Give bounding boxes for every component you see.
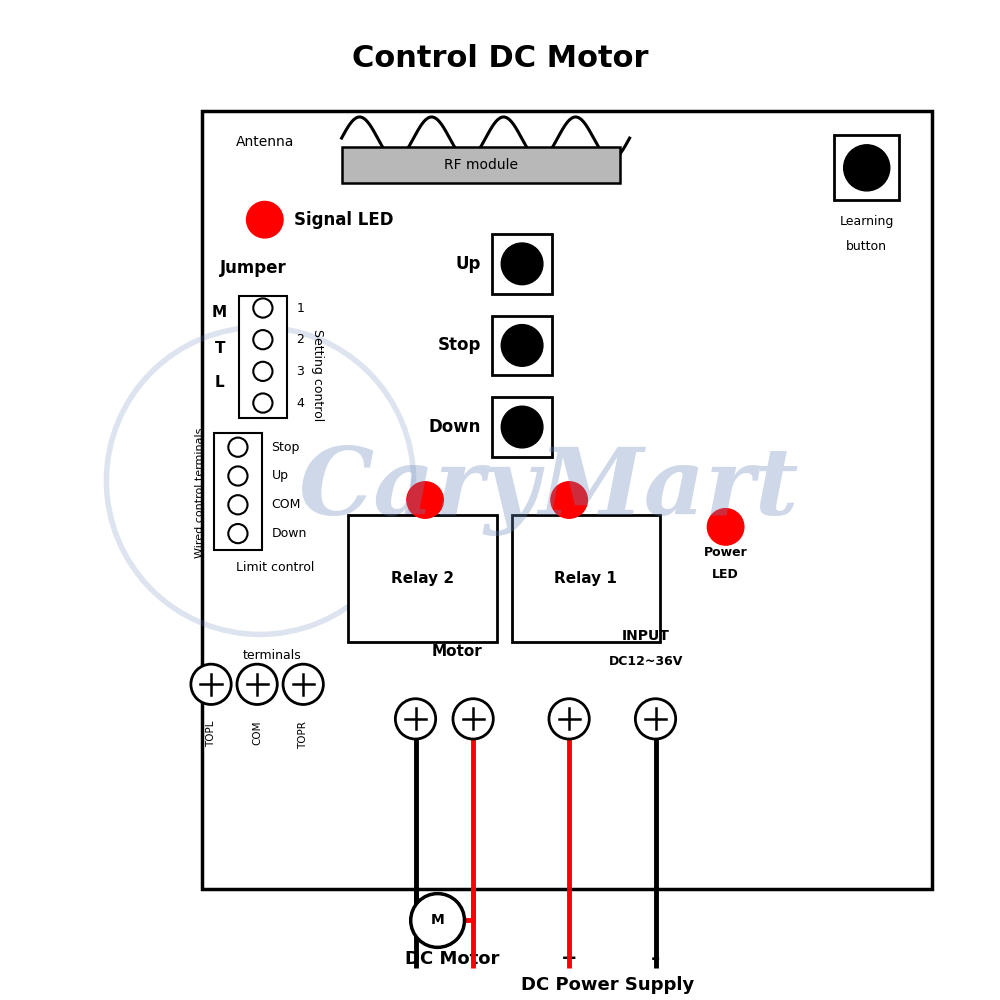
Text: Motor: Motor (431, 644, 482, 659)
Text: Limit control: Limit control (236, 561, 314, 574)
Bar (348, 515, 497, 642)
Bar (834, 135, 899, 200)
Text: RF module: RF module (444, 158, 518, 172)
Text: INPUT: INPUT (622, 629, 670, 643)
Circle shape (237, 664, 277, 704)
Circle shape (501, 243, 543, 285)
Text: Up: Up (455, 255, 481, 273)
Text: Stop: Stop (437, 336, 481, 354)
Text: Wired control terminals: Wired control terminals (195, 427, 205, 558)
Circle shape (191, 664, 231, 704)
Bar (239, 296, 287, 418)
Text: TOPR: TOPR (298, 721, 308, 749)
Text: T: T (214, 341, 225, 356)
Circle shape (411, 894, 464, 947)
Text: COM: COM (252, 721, 262, 745)
Text: Stop: Stop (272, 441, 300, 454)
Text: Setting control: Setting control (311, 329, 324, 421)
Bar (492, 397, 552, 457)
Bar (202, 111, 932, 889)
Text: -: - (651, 949, 660, 969)
Circle shape (228, 524, 248, 543)
Text: DC Motor: DC Motor (405, 950, 499, 968)
Text: 4: 4 (296, 397, 304, 410)
Text: Signal LED: Signal LED (294, 211, 393, 229)
Text: Down: Down (428, 418, 481, 436)
Text: 3: 3 (296, 365, 304, 378)
Circle shape (501, 406, 543, 448)
Text: button: button (846, 240, 887, 253)
Circle shape (253, 393, 272, 413)
Circle shape (707, 509, 744, 545)
Circle shape (501, 325, 543, 366)
Text: Antenna: Antenna (236, 135, 294, 149)
Circle shape (283, 664, 323, 704)
Bar (492, 316, 552, 375)
Text: Status LED 2: Status LED 2 (380, 520, 470, 533)
Text: L: L (215, 375, 224, 390)
Circle shape (549, 699, 589, 739)
Circle shape (453, 699, 493, 739)
Circle shape (253, 330, 272, 349)
Text: Down: Down (272, 527, 307, 540)
Text: 2: 2 (296, 333, 304, 346)
Text: Relay 2: Relay 2 (391, 571, 454, 586)
Circle shape (228, 466, 248, 486)
Text: M: M (431, 913, 444, 927)
Text: DC12~36V: DC12~36V (609, 655, 683, 668)
Circle shape (247, 201, 283, 238)
Circle shape (253, 362, 272, 381)
Circle shape (228, 438, 248, 457)
Text: Learning: Learning (840, 215, 894, 228)
Bar (492, 234, 552, 294)
Text: 1: 1 (296, 302, 304, 314)
Text: M: M (212, 305, 227, 320)
Text: terminals: terminals (243, 649, 301, 662)
Circle shape (635, 699, 676, 739)
Text: Relay 1: Relay 1 (554, 571, 617, 586)
Text: Control DC Motor: Control DC Motor (352, 44, 648, 73)
Circle shape (551, 482, 587, 518)
Text: Jumper: Jumper (220, 259, 286, 277)
Text: Up: Up (272, 470, 289, 483)
Text: Power: Power (704, 546, 747, 559)
Text: TOPL: TOPL (206, 721, 216, 747)
Bar (342, 147, 620, 183)
Text: DC Power Supply: DC Power Supply (521, 976, 694, 994)
Circle shape (228, 495, 248, 514)
Text: CaryMart: CaryMart (298, 445, 798, 536)
Bar (512, 515, 660, 642)
Circle shape (253, 298, 272, 318)
Text: COM: COM (272, 498, 301, 511)
Circle shape (407, 482, 443, 518)
Circle shape (844, 145, 890, 191)
Text: LED: LED (712, 568, 739, 581)
Circle shape (395, 699, 436, 739)
Text: +: + (561, 949, 577, 968)
Bar (214, 433, 262, 550)
Text: Status LED 1: Status LED 1 (524, 520, 614, 533)
